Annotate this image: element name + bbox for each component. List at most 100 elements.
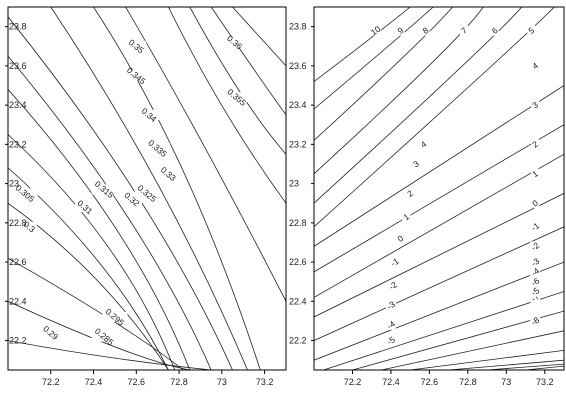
contour-label-extra-4: 0	[530, 198, 540, 209]
contour-label-5: 0.31	[75, 198, 94, 216]
label-mask	[531, 100, 540, 111]
y-tick-label-8: 23.8	[289, 22, 307, 32]
y-tick-label-4: 23	[289, 179, 299, 189]
contour-line-11	[125, 7, 286, 302]
x-tick-label-0: 72.2	[344, 377, 362, 387]
x-tick-label-2: 72.6	[421, 377, 439, 387]
contour-label-10: 0	[396, 233, 406, 244]
label-mask	[530, 266, 541, 277]
contour-line-1	[8, 300, 190, 370]
y-tick-label-6: 23.4	[289, 100, 307, 110]
contour-line-12	[323, 291, 564, 370]
label-mask	[102, 312, 128, 323]
label-mask	[419, 139, 428, 150]
label-mask	[530, 221, 541, 232]
y-tick-label-6: 23.4	[9, 100, 27, 110]
contour-label-5: 5	[527, 25, 537, 36]
y-tick-label-0: 22.2	[9, 336, 27, 346]
x-tick-label-5: 73.2	[256, 377, 274, 387]
contour-line-11	[314, 261, 564, 361]
label-mask	[490, 25, 499, 36]
y-tick-label-7: 23.6	[9, 61, 27, 71]
contour-label-9: 0.33	[159, 165, 178, 183]
x-tick-label-1: 72.4	[382, 377, 400, 387]
contour-label-7: 3	[411, 158, 421, 169]
label-mask	[530, 286, 541, 297]
contour-line-5	[8, 134, 176, 370]
label-mask	[21, 221, 37, 232]
y-tick-label-1: 22.4	[289, 296, 307, 306]
label-mask	[421, 25, 430, 36]
contour-line-8	[314, 153, 564, 298]
label-mask	[530, 241, 541, 252]
contour-label-6: 4	[419, 139, 429, 150]
contour-line-0	[314, 7, 411, 82]
plot-frame	[313, 6, 565, 371]
label-mask	[531, 60, 540, 71]
contour-label-13: 0.35	[127, 37, 146, 55]
contour-label-4: 6	[490, 25, 500, 36]
label-mask	[531, 139, 540, 150]
label-mask	[224, 92, 250, 103]
label-mask	[40, 327, 61, 338]
contour-line-13	[352, 310, 564, 370]
label-mask	[370, 25, 381, 36]
label-mask	[402, 211, 411, 222]
contour-label-extra-2: 2	[530, 139, 540, 150]
contour-label-2: 8	[421, 25, 431, 36]
contour-label-9: 1	[402, 211, 412, 222]
y-tick-label-5: 23.2	[9, 139, 27, 149]
contour-line-7	[8, 55, 212, 370]
x-tick-label-4: 73	[501, 377, 511, 387]
contour-line-12	[168, 7, 286, 204]
contour-line-10	[93, 7, 261, 370]
y-tick-label-4: 23	[9, 179, 19, 189]
contour-line-0	[8, 340, 212, 370]
x-tick-label-5: 73.2	[536, 377, 554, 387]
contour-label-extra-3: 1	[530, 168, 540, 179]
label-mask	[139, 109, 160, 120]
label-mask	[530, 276, 541, 287]
contour-line-5	[314, 7, 555, 228]
label-mask	[224, 37, 245, 48]
contour-label-8: 2	[405, 188, 415, 199]
y-tick-label-3: 22.8	[289, 218, 307, 228]
label-mask	[527, 25, 536, 36]
label-mask	[145, 143, 171, 154]
contour-line-2	[314, 7, 453, 141]
y-tick-label-7: 23.6	[289, 61, 307, 71]
contour-line-3	[8, 202, 169, 370]
label-mask	[123, 70, 149, 81]
label-mask	[74, 202, 95, 213]
x-tick-label-0: 72.2	[42, 377, 60, 387]
label-mask	[385, 335, 396, 346]
contour-line-17	[487, 363, 564, 370]
y-tick-label-1: 22.4	[9, 296, 27, 306]
contour-line-15	[410, 350, 564, 370]
contour-line-15	[232, 7, 286, 67]
y-tick-label-5: 23.2	[289, 139, 307, 149]
contour-label-15: 0.36	[225, 33, 244, 51]
label-mask	[530, 292, 541, 303]
label-mask	[530, 315, 541, 326]
x-tick-label-2: 72.6	[128, 377, 146, 387]
label-mask	[387, 280, 398, 291]
contour-line-10	[314, 226, 564, 341]
contour-line-9	[314, 193, 564, 318]
contour-label-extra-0: 4	[530, 60, 540, 71]
contour-label-1: 0.29	[41, 324, 60, 342]
label-mask	[158, 168, 179, 179]
contour-label-extra-1: 3	[530, 100, 540, 111]
x-tick-label-3: 72.8	[459, 377, 477, 387]
label-mask	[531, 198, 540, 209]
contour-line-16	[448, 359, 564, 370]
label-mask	[385, 300, 396, 311]
contour-line-1	[314, 7, 434, 110]
contour-line-14	[210, 7, 286, 116]
label-mask	[460, 25, 468, 36]
contour-label-1: 9	[396, 25, 406, 36]
contour-line-6	[314, 85, 564, 247]
contour-line-14	[381, 330, 564, 370]
